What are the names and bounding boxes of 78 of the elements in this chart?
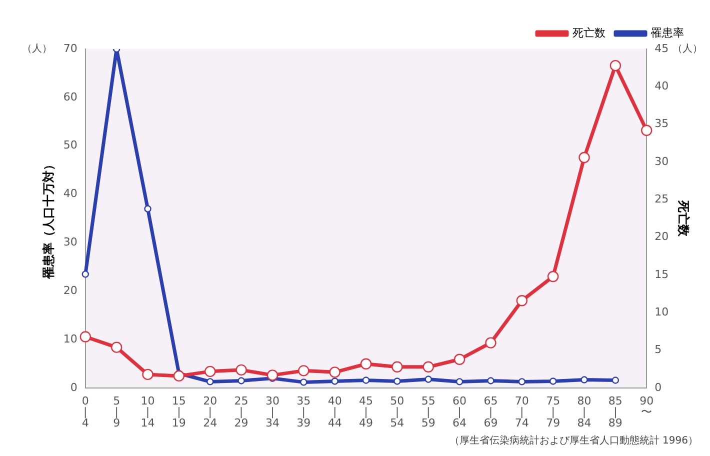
x-tick-label: 55 | 59 bbox=[421, 394, 436, 430]
x-tick-label: 90 〜 bbox=[640, 394, 654, 418]
y2-tick-label: 25 bbox=[654, 192, 669, 206]
point bbox=[578, 152, 590, 164]
x-tick-label: 5 | 9 bbox=[113, 394, 120, 430]
y-tick-label: 50 bbox=[63, 138, 78, 152]
y2-tick-label: 15 bbox=[654, 268, 669, 281]
x-tick-label: 10 | 14 bbox=[140, 394, 155, 430]
point bbox=[300, 378, 308, 386]
point bbox=[610, 60, 622, 72]
point bbox=[456, 378, 464, 386]
x-tick-label: 85 | 89 bbox=[608, 394, 622, 430]
y2-tick-label: 5 bbox=[654, 343, 662, 356]
y2-axis-title: 死亡数 bbox=[676, 200, 691, 238]
point bbox=[392, 361, 403, 373]
x-tick-label: 40 | 44 bbox=[328, 394, 342, 430]
y2-tick-label: 10 bbox=[654, 306, 669, 319]
y2-tick-label: 0 bbox=[654, 380, 662, 394]
point bbox=[142, 368, 154, 380]
point bbox=[204, 366, 216, 378]
point bbox=[487, 377, 494, 384]
point bbox=[82, 270, 89, 278]
point bbox=[641, 124, 652, 136]
y2-tick-label: 30 bbox=[654, 154, 669, 168]
point bbox=[266, 370, 278, 381]
y-tick-label: 70 bbox=[63, 42, 78, 55]
y-tick-label: 30 bbox=[63, 236, 78, 249]
point bbox=[485, 337, 496, 348]
y-tick-label: 20 bbox=[63, 284, 78, 297]
y2-tick-label: 20 bbox=[654, 230, 669, 244]
x-tick-label: 30 | 34 bbox=[265, 394, 280, 430]
legend-label: 罹患率 bbox=[650, 26, 684, 40]
y2-tick-label: 40 bbox=[654, 80, 669, 93]
point bbox=[394, 378, 401, 385]
x-tick-label: 50 | 54 bbox=[390, 394, 404, 430]
y-tick-label: 10 bbox=[63, 332, 78, 346]
point bbox=[422, 361, 434, 373]
point bbox=[331, 378, 338, 385]
point bbox=[518, 378, 526, 386]
point bbox=[236, 364, 247, 376]
x-tick-label: 65 | 69 bbox=[484, 394, 498, 430]
x-tick-label: 35 | 39 bbox=[296, 394, 311, 430]
legend-label: 死亡数 bbox=[572, 26, 606, 40]
x-tick-label: 60 | 64 bbox=[452, 394, 467, 430]
x-tick-label: 20 | 24 bbox=[203, 394, 218, 430]
text: （厚生省伝染病統計および厚生省人口動態統計 1996） bbox=[449, 434, 698, 447]
point bbox=[144, 205, 152, 212]
text: （人） bbox=[22, 44, 52, 55]
x-tick-label: 80 | 84 bbox=[577, 394, 592, 430]
point bbox=[424, 376, 432, 383]
point bbox=[110, 342, 122, 353]
y-axis-title: 罹患率（人口十万対） bbox=[41, 158, 56, 280]
y2-tick-label: 45 bbox=[654, 42, 669, 55]
point bbox=[612, 376, 620, 384]
point bbox=[580, 376, 588, 384]
point bbox=[360, 358, 372, 370]
x-tick-label: 45 | 49 bbox=[359, 394, 373, 430]
point bbox=[329, 366, 340, 378]
point bbox=[547, 270, 559, 282]
point bbox=[238, 377, 245, 384]
point bbox=[549, 378, 557, 385]
x-tick-label: 70 | 74 bbox=[514, 394, 529, 430]
y2-tick-label: 35 bbox=[654, 117, 669, 130]
x-tick-label: 0 | 4 bbox=[82, 394, 89, 430]
x-tick-label: 15 | 19 bbox=[172, 394, 186, 430]
y-tick-label: 60 bbox=[63, 90, 78, 104]
x-tick-label: 75 | 79 bbox=[546, 394, 560, 430]
point bbox=[516, 295, 528, 306]
point bbox=[80, 331, 91, 342]
y-tick-label: 40 bbox=[63, 187, 78, 200]
point bbox=[298, 365, 310, 376]
point bbox=[206, 378, 214, 386]
point bbox=[173, 370, 185, 382]
y-tick-label: 0 bbox=[70, 380, 78, 394]
point bbox=[362, 376, 370, 384]
point bbox=[454, 354, 466, 365]
text: （人） bbox=[672, 44, 703, 55]
x-tick-label: 25 | 29 bbox=[234, 394, 248, 430]
